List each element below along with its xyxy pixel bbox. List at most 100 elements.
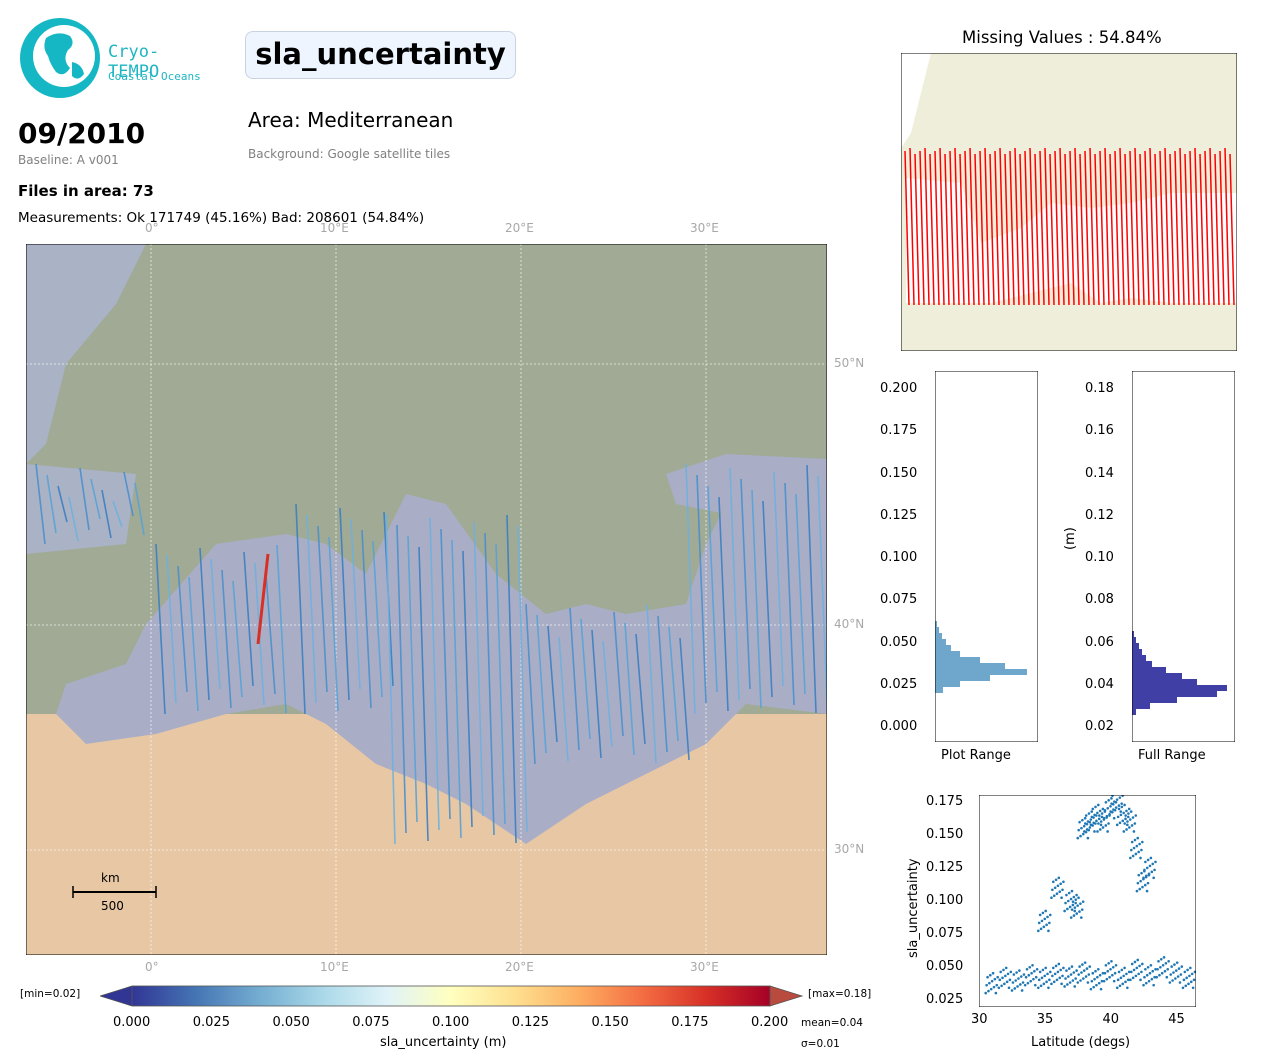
- track-line: [696, 474, 707, 704]
- hist-tick-label: 0.000: [880, 719, 918, 734]
- missing-track-line: [1194, 147, 1200, 306]
- scatter-point: [1091, 971, 1095, 975]
- scatter-point: [1098, 814, 1101, 817]
- cryo-tempo-logo: Cryo-TEMPO Coastal Oceans: [18, 16, 208, 100]
- track-line: [484, 532, 495, 836]
- missing-track-line: [1009, 150, 1015, 306]
- missing-track-line: [989, 153, 995, 306]
- scatter-point: [1191, 986, 1195, 990]
- missing-track-line: [909, 147, 915, 306]
- scatter-point: [1164, 961, 1168, 965]
- histogram-bar: [1132, 631, 1134, 637]
- scatter-point: [1100, 812, 1104, 815]
- histogram-bar: [1132, 637, 1136, 643]
- scatter-point: [1117, 970, 1121, 974]
- track-line: [602, 640, 613, 748]
- scatter-point: [1159, 958, 1163, 961]
- hist-tick-label: 0.050: [880, 634, 918, 650]
- scatter-point: [1081, 832, 1085, 836]
- scatter-point: [1060, 982, 1063, 986]
- scatter-point: [1130, 962, 1134, 966]
- missing-track-line: [1224, 147, 1230, 306]
- scatter-point: [989, 987, 993, 991]
- histogram-bar: [935, 669, 1027, 675]
- scatter-point: [1048, 978, 1051, 982]
- scatter-point: [1123, 966, 1126, 970]
- scatter-point: [1102, 979, 1106, 983]
- scatter-point: [1160, 971, 1164, 975]
- missing-track-line: [949, 150, 955, 306]
- main-map[interactable]: km 500: [25, 243, 828, 956]
- logo-subtitle: Coastal Oceans: [108, 70, 201, 83]
- scatter-point: [1095, 819, 1098, 823]
- hist-tick-label: 0.04: [1085, 676, 1114, 692]
- scatter-point: [1119, 813, 1123, 817]
- track-line: [668, 626, 679, 742]
- scatter-point: [1056, 970, 1060, 974]
- scatter-point: [1174, 977, 1177, 980]
- scatter-point: [1061, 888, 1064, 892]
- scatter-point: [1038, 970, 1042, 974]
- scatter-point: [1045, 980, 1048, 984]
- scale-bar-unit: km: [101, 871, 120, 885]
- scatter-point: [1051, 888, 1054, 892]
- scatter-point: [1037, 929, 1040, 933]
- scatter-point: [1041, 968, 1045, 972]
- scatter-x-tick-label: 35: [1036, 1012, 1054, 1027]
- hist-tick-label: 0.12: [1085, 507, 1114, 523]
- track-line: [547, 625, 558, 743]
- scatter-point: [1186, 968, 1189, 972]
- track-line: [569, 607, 580, 751]
- colorbar: [98, 984, 804, 1008]
- hist-tick-label: 0.06: [1085, 634, 1114, 650]
- missing-track-line: [974, 153, 980, 306]
- scatter-point: [1031, 963, 1034, 967]
- scatter-point: [1096, 830, 1099, 833]
- scatter-point: [1162, 956, 1166, 959]
- scatter-point: [1023, 983, 1027, 987]
- scatter-point: [1090, 815, 1094, 819]
- scatter-point: [1110, 797, 1113, 800]
- scatter-point: [1042, 982, 1046, 986]
- missing-track-line: [1189, 150, 1195, 306]
- scatter-point: [1054, 964, 1058, 968]
- scatter-point: [1075, 969, 1078, 972]
- scatter-point: [1062, 966, 1065, 970]
- track-line: [773, 471, 784, 687]
- missing-track-line: [1159, 150, 1165, 306]
- scatter-point: [1143, 883, 1147, 887]
- histogram-bar: [1132, 673, 1182, 679]
- scatter-point: [1038, 913, 1042, 917]
- scatter-point: [1103, 971, 1107, 975]
- hist-tick-label: 0.175: [880, 423, 918, 439]
- scatter-point: [1077, 973, 1080, 976]
- scatter-point: [1133, 822, 1137, 825]
- missing-value-tracks: [904, 147, 1235, 306]
- baseline-text: Baseline: A v001: [18, 153, 119, 167]
- sla-uncertainty-tracks: [35, 463, 828, 845]
- track-line: [580, 618, 591, 740]
- scatter-point: [1056, 884, 1060, 888]
- scatter-point: [1127, 807, 1131, 811]
- track-line: [361, 529, 372, 709]
- track-line: [68, 496, 79, 542]
- track-line: [679, 637, 690, 761]
- scatter-point: [1091, 807, 1095, 811]
- scatter-point: [1086, 820, 1090, 823]
- track-line: [806, 464, 817, 714]
- scatter-point: [1130, 824, 1134, 827]
- scatter-point: [1080, 826, 1083, 830]
- scatter-point: [1147, 872, 1151, 876]
- scatter-point: [1044, 966, 1047, 970]
- scatter-point: [1013, 987, 1017, 990]
- scatter-point: [1107, 961, 1110, 965]
- scatter-point: [1121, 982, 1125, 986]
- missing-track-line: [904, 150, 910, 306]
- scatter-point: [1139, 856, 1142, 860]
- scatter-point: [1153, 975, 1156, 979]
- histogram-bar: [935, 657, 980, 663]
- scatter-point: [1170, 965, 1173, 968]
- track-line: [112, 500, 123, 528]
- track-line: [134, 482, 145, 536]
- colorbar-mean: mean=0.04: [801, 1017, 863, 1029]
